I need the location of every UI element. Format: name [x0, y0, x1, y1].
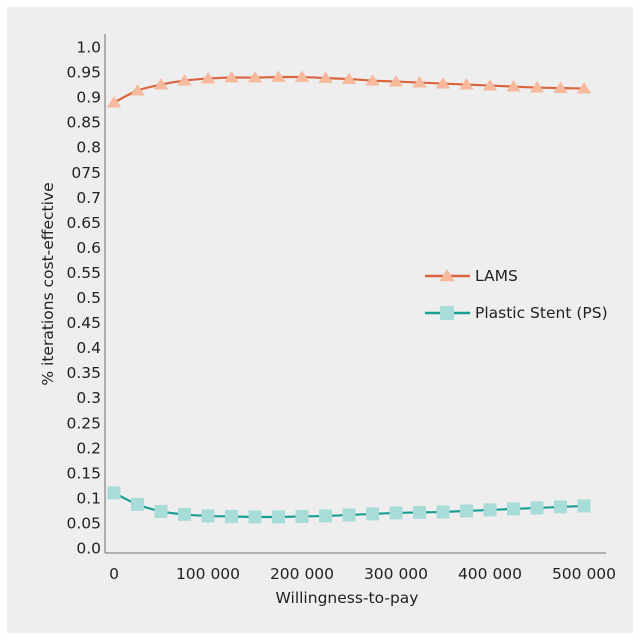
data-point-plastic-stent — [248, 510, 262, 524]
data-point-plastic-stent — [295, 509, 309, 523]
data-point-plastic-stent — [131, 497, 144, 511]
data-point-lams — [200, 72, 216, 84]
y-tick-label: 0.15 — [66, 464, 101, 482]
legend-label-lams: LAMS — [475, 267, 518, 285]
data-point-lams — [247, 71, 263, 83]
y-tick-label: 0.85 — [66, 114, 101, 132]
data-point-plastic-stent — [154, 504, 168, 518]
legend-triangle-marker — [439, 269, 455, 282]
data-point-lams — [341, 72, 357, 84]
data-point-lams — [271, 70, 286, 82]
x-axis-title: Willingness-to-pay — [276, 589, 419, 607]
data-point-lams — [459, 78, 474, 90]
data-point-plastic-stent — [389, 506, 403, 520]
y-tick-label: 0.8 — [76, 139, 101, 157]
data-point-lams — [318, 71, 333, 83]
data-point-plastic-stent — [460, 504, 473, 518]
y-tick-label: 0.05 — [66, 514, 101, 532]
x-tick-labels: 0 100 000 200 000 300 000 400 000 500 000 — [109, 565, 616, 583]
x-tick-label: 400 000 — [458, 565, 522, 583]
data-point-lams — [482, 79, 498, 91]
legend: LAMS Plastic Stent (PS) — [425, 267, 608, 322]
chart-panel — [7, 7, 633, 633]
legend-item-plastic-stent: Plastic Stent (PS) — [425, 304, 608, 322]
x-tick-label: 0 — [109, 565, 119, 583]
data-point-plastic-stent — [483, 503, 497, 517]
data-point-plastic-stent — [366, 507, 379, 521]
data-point-plastic-stent — [225, 509, 238, 523]
x-tick-label: 200 000 — [270, 565, 334, 583]
data-point-lams — [388, 75, 404, 87]
data-point-plastic-stent — [107, 486, 121, 500]
data-point-lams — [294, 70, 310, 82]
data-point-lams — [106, 96, 122, 108]
data-point-lams — [435, 77, 451, 89]
y-tick-label: 0.5 — [76, 289, 101, 307]
data-point-plastic-stent — [201, 509, 215, 523]
legend-label-plastic-stent: Plastic Stent (PS) — [475, 304, 608, 322]
series-layer — [106, 70, 592, 524]
y-tick-label: 0.4 — [76, 339, 101, 357]
data-point-plastic-stent — [436, 505, 450, 519]
legend-item-lams: LAMS — [425, 267, 518, 285]
data-point-lams — [130, 84, 145, 96]
data-point-plastic-stent — [554, 500, 567, 514]
y-tick-label: 0.45 — [66, 314, 101, 332]
y-tick-label: 0.6 — [76, 239, 101, 257]
data-point-plastic-stent — [577, 499, 591, 513]
data-point-lams — [529, 81, 545, 93]
y-tick-label: 0.95 — [66, 64, 101, 82]
y-tick-label: 075 — [71, 164, 101, 182]
y-tick-labels: 0.0 0.05 0.1 0.15 0.2 0.25 0.3 0.35 0.4 0.45 0.5 0.… — [66, 39, 101, 558]
y-tick-label: 0.0 — [76, 540, 101, 558]
legend-square-marker — [440, 306, 454, 320]
y-tick-label: 0.35 — [66, 364, 101, 382]
x-tick-label: 100 000 — [176, 565, 240, 583]
y-tick-label: 0.55 — [66, 264, 101, 282]
data-point-lams — [412, 76, 427, 88]
y-tick-label: 0.25 — [66, 414, 101, 432]
y-tick-label: 0.7 — [76, 189, 101, 207]
data-point-plastic-stent — [178, 507, 191, 521]
data-point-lams — [365, 74, 380, 86]
y-tick-label: 0.9 — [76, 89, 101, 107]
data-point-plastic-stent — [272, 510, 285, 524]
x-tick-label: 500 000 — [552, 565, 616, 583]
data-point-plastic-stent — [530, 501, 544, 515]
y-tick-label: 0.2 — [76, 439, 101, 457]
data-point-plastic-stent — [342, 508, 356, 522]
y-axis-title: % iterations cost-effective — [39, 182, 57, 385]
data-point-lams — [506, 80, 521, 92]
axes — [104, 34, 606, 554]
data-point-lams — [153, 78, 169, 90]
data-point-lams — [224, 71, 239, 83]
y-tick-label: 1.0 — [76, 39, 101, 57]
x-tick-label: 300 000 — [364, 565, 428, 583]
y-tick-label: 0.1 — [76, 489, 101, 507]
y-tick-label: 0.3 — [76, 389, 101, 407]
data-point-plastic-stent — [319, 509, 332, 523]
data-point-plastic-stent — [507, 502, 520, 516]
data-point-plastic-stent — [413, 505, 426, 519]
data-point-lams — [177, 74, 192, 86]
data-point-lams — [576, 82, 592, 94]
data-point-lams — [553, 81, 568, 93]
y-tick-label: 0.65 — [66, 214, 101, 232]
